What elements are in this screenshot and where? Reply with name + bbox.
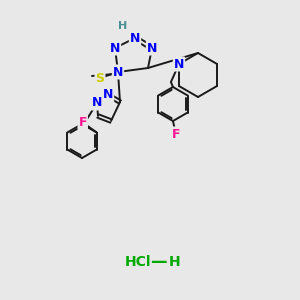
Text: N: N — [103, 88, 113, 101]
Text: N: N — [110, 41, 120, 55]
Text: H: H — [118, 21, 127, 31]
Text: F: F — [172, 128, 180, 140]
Text: —: — — [150, 253, 166, 271]
Text: H: H — [169, 255, 181, 269]
Text: N: N — [147, 41, 157, 55]
Text: HCl: HCl — [125, 255, 151, 269]
Text: N: N — [92, 97, 102, 110]
Text: N: N — [130, 32, 140, 44]
Text: S: S — [95, 71, 104, 85]
Text: N: N — [174, 58, 184, 70]
Text: N: N — [113, 65, 123, 79]
Text: F: F — [79, 116, 87, 129]
